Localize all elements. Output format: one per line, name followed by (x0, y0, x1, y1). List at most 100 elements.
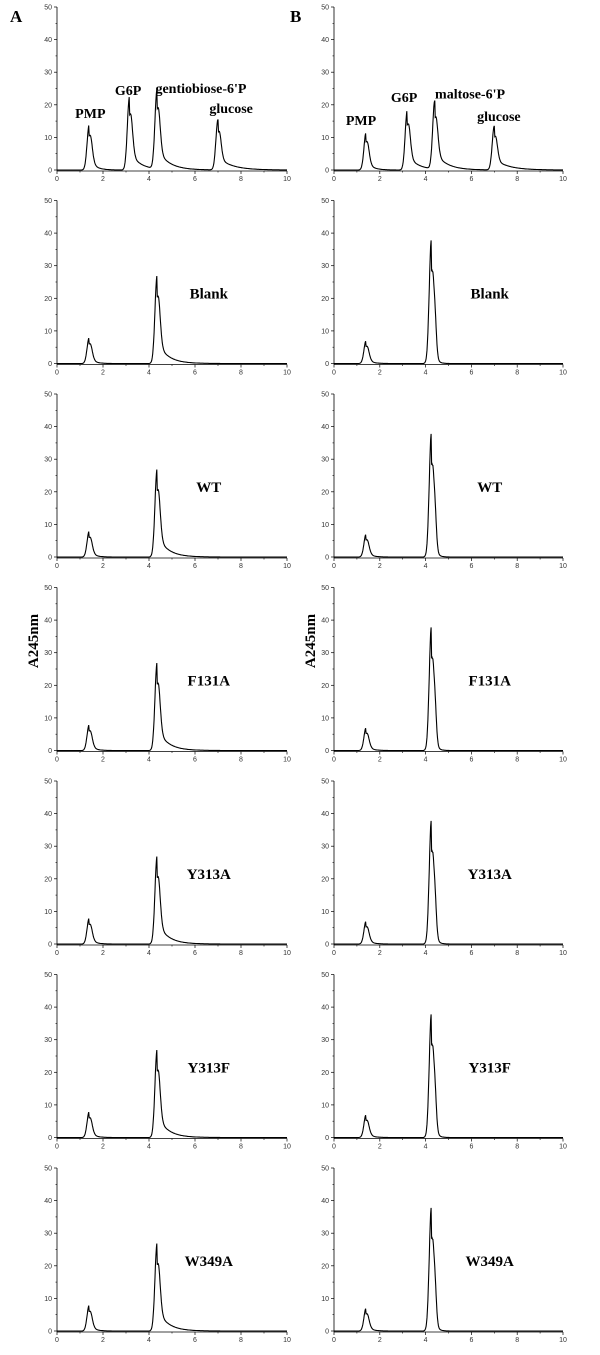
x-tick-label: 8 (239, 370, 243, 377)
x-tick-label: 0 (55, 176, 59, 183)
y-tick-label: 50 (44, 779, 52, 786)
x-tick-label: 6 (469, 176, 473, 183)
x-tick-label: 0 (55, 370, 59, 377)
y-tick-label: 50 (321, 972, 329, 979)
y-tick-label: 20 (44, 1070, 52, 1077)
sample-label: W349A (185, 1254, 234, 1270)
chromatogram-trace (334, 1014, 563, 1139)
y-tick-label: 10 (44, 522, 52, 529)
panel-letter: B (290, 7, 301, 26)
chart-panel: 0 10 20 30 40 50 0 2 4 6 8 10 PMP G6P maltose-6'P gluco… (321, 5, 567, 184)
y-tick-label: 20 (44, 1263, 52, 1270)
x-tick-label: 0 (332, 563, 336, 570)
sample-label: Y313F (188, 1060, 231, 1076)
x-tick-label: 0 (332, 757, 336, 764)
y-tick-label: 0 (48, 1329, 52, 1336)
chart-panel: 0 10 20 30 40 50 0 2 4 6 8 10 Y313A (44, 779, 291, 958)
peak-label: PMP (346, 114, 377, 129)
chromatogram-trace (57, 1243, 287, 1332)
y-tick-label: 20 (321, 296, 329, 303)
chart-panel: 0 10 20 30 40 50 0 2 4 6 8 10 WT (44, 392, 291, 571)
x-tick-label: 2 (101, 757, 105, 764)
chart-panel: 0 10 20 30 40 50 0 2 4 6 8 10 W349A (44, 1166, 291, 1345)
y-tick-label: 50 (321, 392, 329, 399)
y-tick-label: 20 (44, 296, 52, 303)
y-tick-label: 20 (44, 683, 52, 690)
chart-panel: 0 10 20 30 40 50 0 2 4 6 8 10 F131A (321, 585, 567, 764)
x-tick-label: 8 (515, 370, 519, 377)
x-tick-label: 4 (147, 1144, 151, 1151)
x-tick-label: 4 (424, 370, 428, 377)
y-tick-label: 40 (44, 424, 52, 431)
peak-label: glucose (209, 102, 253, 117)
y-tick-label: 40 (44, 618, 52, 625)
x-tick-label: 6 (193, 176, 197, 183)
chart-panel: 0 10 20 30 40 50 0 2 4 6 8 10 Y313F (44, 972, 291, 1151)
chromatogram-trace (57, 469, 287, 558)
x-tick-label: 2 (378, 757, 382, 764)
y-tick-label: 40 (44, 37, 52, 44)
y-tick-label: 50 (321, 198, 329, 205)
y-tick-label: 50 (44, 972, 52, 979)
y-tick-label: 10 (44, 1296, 52, 1303)
y-tick-label: 10 (44, 1102, 52, 1109)
x-tick-label: 8 (515, 1144, 519, 1151)
y-tick-label: 0 (325, 1135, 329, 1142)
y-axis-label: A245nm (26, 613, 42, 668)
x-tick-label: 4 (424, 563, 428, 570)
x-tick-label: 6 (469, 370, 473, 377)
chromatogram-trace (57, 662, 287, 752)
y-tick-label: 30 (321, 1231, 329, 1238)
chart-panel: 0 10 20 30 40 50 0 2 4 6 8 10 W349A (321, 1166, 567, 1345)
y-tick-label: 40 (321, 231, 329, 238)
x-tick-label: 10 (559, 757, 567, 764)
chart-panel: 0 10 20 30 40 50 0 2 4 6 8 10 Y313A (321, 779, 567, 958)
y-tick-label: 20 (321, 102, 329, 109)
y-tick-label: 40 (44, 1198, 52, 1205)
x-tick-label: 10 (559, 176, 567, 183)
x-tick-label: 8 (515, 757, 519, 764)
x-tick-label: 0 (332, 370, 336, 377)
x-tick-label: 4 (424, 757, 428, 764)
x-tick-label: 2 (378, 950, 382, 957)
y-tick-label: 30 (321, 263, 329, 270)
y-tick-label: 20 (321, 1263, 329, 1270)
y-tick-label: 0 (325, 555, 329, 562)
x-tick-label: 0 (332, 1144, 336, 1151)
y-tick-label: 10 (44, 715, 52, 722)
y-tick-label: 0 (325, 168, 329, 175)
x-tick-label: 8 (515, 950, 519, 957)
y-tick-label: 30 (44, 844, 52, 851)
y-tick-label: 40 (321, 811, 329, 818)
x-tick-label: 6 (193, 370, 197, 377)
x-tick-label: 2 (101, 950, 105, 957)
y-tick-label: 30 (44, 70, 52, 77)
y-tick-label: 0 (48, 748, 52, 755)
x-tick-label: 8 (515, 176, 519, 183)
y-tick-label: 20 (321, 1070, 329, 1077)
x-tick-label: 8 (239, 176, 243, 183)
x-tick-label: 8 (515, 1337, 519, 1344)
x-tick-label: 0 (55, 563, 59, 570)
sample-label: Blank (471, 286, 510, 302)
chromatogram-trace (334, 1207, 563, 1332)
sample-label: Y313F (468, 1060, 511, 1076)
y-tick-label: 30 (321, 1037, 329, 1044)
chart-panel: 0 10 20 30 40 50 0 2 4 6 8 10 Y313F (321, 972, 567, 1151)
sample-label: W349A (466, 1254, 515, 1270)
x-tick-label: 10 (559, 1144, 567, 1151)
y-tick-label: 20 (321, 683, 329, 690)
y-axis-label: A245nm (303, 613, 319, 668)
sample-label: F131A (188, 673, 231, 689)
panel-letter: A (10, 7, 23, 26)
x-tick-label: 6 (469, 563, 473, 570)
y-tick-label: 50 (44, 585, 52, 592)
x-tick-label: 10 (283, 370, 291, 377)
y-tick-label: 30 (321, 650, 329, 657)
y-tick-label: 30 (44, 263, 52, 270)
x-tick-label: 2 (101, 1144, 105, 1151)
x-tick-label: 0 (332, 1337, 336, 1344)
y-tick-label: 0 (325, 361, 329, 368)
y-tick-label: 30 (321, 844, 329, 851)
